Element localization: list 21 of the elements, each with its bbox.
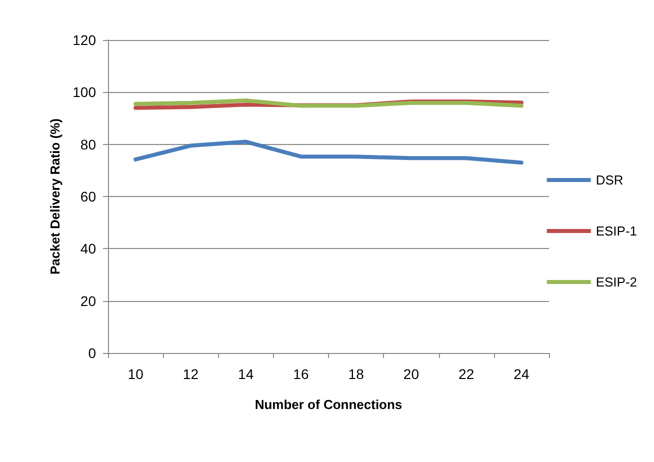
y-tick-label: 20 [80, 292, 96, 309]
y-axis-title: Packet Delivery Ratio (%) [48, 118, 63, 275]
x-axis-title: Number of Connections [254, 397, 402, 412]
x-tick-label: 18 [348, 366, 364, 382]
x-tick-label: 22 [458, 366, 474, 382]
y-tick-label: 40 [80, 240, 96, 257]
y-tick-label: 80 [80, 136, 96, 152]
x-tick-label: 24 [514, 366, 530, 382]
legend-label: ESIP-1 [596, 224, 638, 238]
x-tick-label: 14 [238, 366, 254, 382]
x-tick-label: 20 [403, 366, 420, 382]
line-series [134, 140, 524, 165]
x-tick-label: 16 [293, 366, 309, 382]
x-tick-label: 12 [182, 366, 199, 382]
y-tick-label: 120 [72, 32, 96, 48]
legend-label: DSR [596, 172, 624, 188]
y-tick-label: 0 [88, 345, 96, 361]
x-tick-label: 10 [128, 366, 144, 382]
y-tick-label: 100 [72, 84, 96, 100]
legend-label: ESIP-2 [596, 274, 638, 290]
y-tick-label: 60 [80, 188, 96, 204]
